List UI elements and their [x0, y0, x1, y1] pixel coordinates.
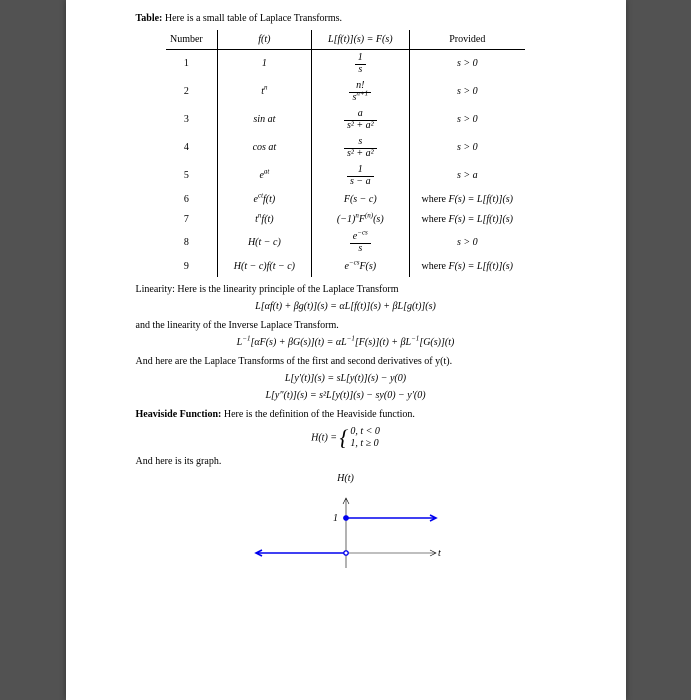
left-brace-icon: {	[340, 427, 349, 449]
eq-linearity: L[αf(t) + βg(t)](s) = αL[f(t)](s) + βL[g…	[136, 300, 556, 314]
table-row: 2tnn!sn+1s > 0	[166, 78, 525, 106]
heaviside-heading: Heaviside Function: Here is the definiti…	[136, 408, 556, 422]
table-row: 6ectf(t)F(s − c)where F(s) = L[f(t)](s)	[166, 190, 525, 210]
eq-deriv1: L[y′(t)](s) = sL[y(t)](s) − y(0)	[136, 372, 556, 386]
graph-svg: 1t	[246, 488, 446, 578]
col-provided-header: Provided	[409, 30, 525, 50]
caption-text: Here is a small table of Laplace Transfo…	[162, 13, 342, 24]
deriv-intro: And here are the Laplace Transforms of t…	[136, 355, 556, 369]
table-row: 8H(t − c)e−csss > 0	[166, 229, 525, 257]
document-page: Table: Here is a small table of Laplace …	[66, 0, 626, 700]
col-number-header: Number	[166, 30, 217, 50]
table-body: 111ss > 02tnn!sn+1s > 03sin atas² + a²s …	[166, 50, 525, 277]
inverse-intro: and the linearity of the Inverse Laplace…	[136, 319, 556, 333]
graph-intro: And here is its graph.	[136, 455, 556, 469]
laplace-table: Number f(t) L[f(t)](s) = F(s) Provided 1…	[166, 30, 525, 277]
heaviside-text: Here is the definition of the Heaviside …	[221, 409, 415, 420]
eq-deriv2: L[y″(t)](s) = s²L[y(t)](s) − sy(0) − y′(…	[136, 389, 556, 403]
table-row: 111ss > 0	[166, 50, 525, 79]
table-row: 5eat1s − as > a	[166, 162, 525, 190]
graph-y-label: H(t)	[136, 472, 556, 486]
table-row: 3sin atas² + a²s > 0	[166, 106, 525, 134]
col-fs-header: L[f(t)](s) = F(s)	[312, 30, 410, 50]
table-row: 7tnf(t)(−1)nF(n)(s)where F(s) = L[f(t)](…	[166, 210, 525, 230]
table-row: 9H(t − c)f(t − c)e−csF(s)where F(s) = L[…	[166, 257, 525, 277]
linearity-intro: Linearity: Here is the linearity princip…	[136, 283, 556, 297]
svg-text:t: t	[438, 548, 441, 559]
eq-inverse: L−1[αF(s) + βG(s)](t) = αL−1[F(s)](t) + …	[136, 336, 556, 350]
table-header-row: Number f(t) L[f(t)](s) = F(s) Provided	[166, 30, 525, 50]
table-row: 4cos atss² + a²s > 0	[166, 134, 525, 162]
caption-prefix: Table:	[136, 13, 163, 24]
eq-heaviside-def: H(t) = { 0, t < 0 1, t ≥ 0	[136, 426, 556, 450]
table-caption: Table: Here is a small table of Laplace …	[136, 12, 556, 26]
heaviside-graph: H(t) 1t	[136, 472, 556, 578]
svg-text:1: 1	[333, 513, 338, 524]
col-ft-header: f(t)	[217, 30, 311, 50]
heaviside-prefix: Heaviside Function:	[136, 409, 222, 420]
